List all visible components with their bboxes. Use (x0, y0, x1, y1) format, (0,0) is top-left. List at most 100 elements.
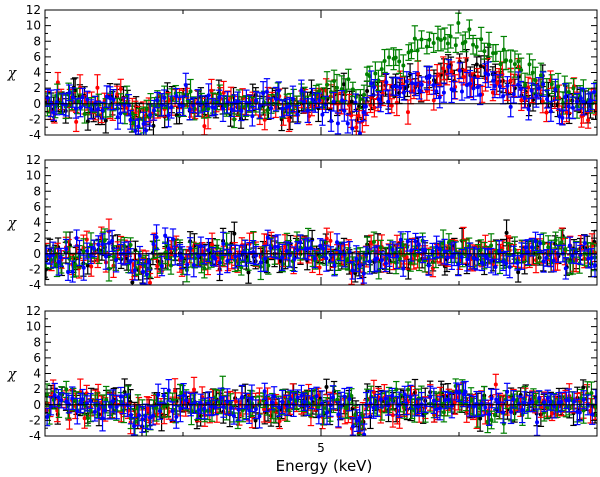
error-bar-point (372, 61, 379, 86)
error-bar-point (183, 254, 191, 276)
error-bar-point (433, 400, 440, 419)
error-bar-point (205, 83, 212, 108)
error-bar-point (499, 401, 507, 424)
error-bar-point (102, 385, 110, 414)
error-bar-point (484, 249, 491, 268)
error-bar-point (139, 258, 147, 285)
y-tick-label: 0 (33, 247, 41, 261)
error-bar-point (270, 386, 278, 407)
error-bar-point (425, 255, 432, 276)
error-bar-point (412, 232, 419, 251)
error-bar-point (507, 49, 514, 73)
series-blue (45, 59, 597, 135)
error-bar-point (127, 405, 135, 425)
error-bar-point (99, 233, 106, 256)
error-bar-point (356, 121, 364, 135)
error-bar-point (220, 231, 227, 257)
error-bar-point (436, 86, 443, 109)
error-bar-point (160, 387, 168, 404)
error-bar-point (238, 384, 246, 410)
error-bar-point (330, 91, 337, 112)
error-bar-point (190, 97, 197, 113)
y-tick-label: 4 (33, 216, 41, 230)
y-tick-label: 0 (33, 97, 41, 111)
error-bar-point (183, 391, 190, 410)
error-bar-point (66, 84, 73, 102)
error-bar-point (434, 64, 441, 88)
y-tick-label: -4 (29, 429, 41, 443)
error-bar-point (427, 385, 434, 408)
y-tick-label: -2 (29, 413, 41, 427)
y-tick-label: -4 (29, 278, 41, 292)
error-bar-point (179, 95, 186, 117)
error-bar-point (182, 72, 189, 98)
error-bar-point (136, 245, 144, 266)
top-residual-panel: -4 -20 24 6 810 12 χ (7, 3, 598, 142)
middle-residual-panel: -4 -20 24 6 810 12 χ (7, 153, 598, 292)
error-bar-point (87, 392, 94, 409)
error-bar-point (485, 61, 492, 88)
error-bar-point (271, 235, 279, 259)
error-bar-point (177, 394, 184, 423)
error-bar-point (395, 48, 403, 75)
error-bar-point (279, 243, 286, 271)
error-bar-point (334, 112, 342, 135)
error-bar-point (110, 89, 117, 111)
y-tick-label: 12 (26, 3, 41, 17)
error-bar-point (72, 98, 80, 119)
error-bar-point (521, 391, 528, 414)
error-bar-point (165, 379, 172, 402)
series-blue (45, 379, 597, 436)
error-bar-point (349, 261, 356, 280)
y-tick-label: -2 (29, 112, 41, 126)
data-points (45, 12, 597, 135)
error-bar-point (323, 400, 331, 425)
error-bar-point (79, 388, 86, 410)
error-bar-point (458, 248, 465, 266)
error-bar-point (447, 24, 454, 49)
error-bar-point (261, 244, 269, 273)
error-bar-point (524, 239, 532, 266)
y-tick-label: 12 (26, 304, 41, 318)
y-tick-label: 2 (33, 231, 41, 245)
error-bar-point (57, 392, 65, 409)
error-bar-point (308, 387, 315, 410)
error-bar-point (469, 34, 477, 55)
error-bar-point (220, 396, 227, 418)
error-bar-point (569, 96, 577, 120)
error-bar-point (331, 254, 338, 277)
error-bar-point (311, 248, 319, 269)
error-bar-point (283, 241, 290, 261)
error-bar-point (488, 247, 495, 274)
error-bar-point (399, 260, 407, 277)
error-bar-point (510, 84, 517, 104)
y-tick-label: 8 (33, 184, 41, 198)
error-bar-point (403, 71, 411, 92)
error-bar-point (370, 231, 378, 253)
error-bar-point (573, 92, 581, 111)
error-bar-point (142, 120, 150, 135)
error-bar-point (400, 54, 407, 77)
error-bar-point (544, 389, 551, 407)
error-bar-point (69, 260, 76, 283)
error-bar-point (289, 85, 297, 113)
error-bar-point (297, 234, 304, 251)
y-tick-label: 6 (33, 50, 41, 64)
y-tick-label: 10 (26, 19, 41, 33)
error-bar-point (590, 82, 597, 102)
error-bar-point (388, 387, 396, 404)
error-bar-point (528, 238, 536, 257)
error-bar-point (330, 69, 338, 93)
error-bar-point (274, 82, 282, 106)
error-bar-point (153, 224, 160, 251)
error-bar-point (298, 384, 305, 407)
error-bar-point (547, 392, 554, 411)
error-bar-point (515, 53, 522, 70)
error-bar-point (393, 243, 401, 270)
error-bar-point (513, 390, 521, 410)
error-bar-point (348, 416, 356, 436)
error-bar-point (477, 26, 485, 52)
error-bar-point (466, 69, 474, 98)
error-bar-point (458, 82, 466, 101)
